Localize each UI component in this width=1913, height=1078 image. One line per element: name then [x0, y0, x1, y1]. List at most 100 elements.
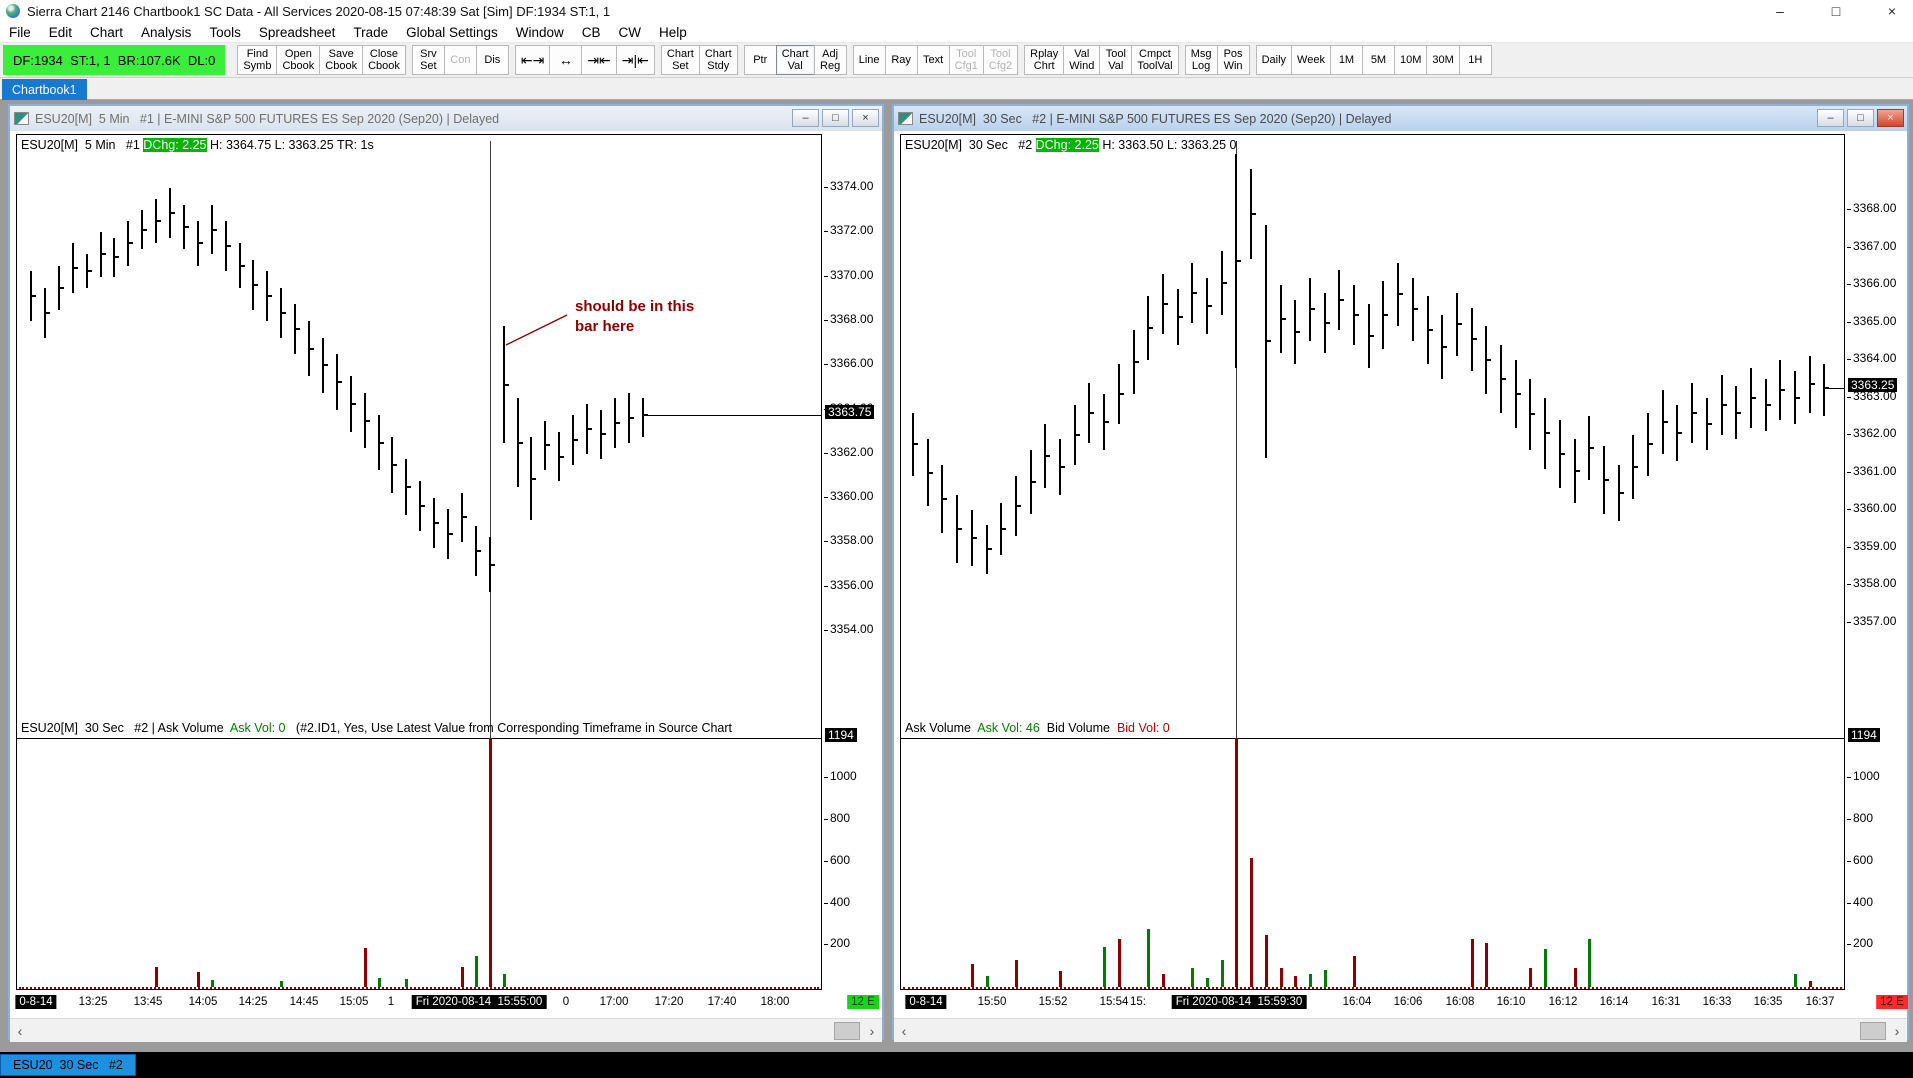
menu-item-edit[interactable]: Edit [48, 24, 73, 40]
toolbar-button-srv-set[interactable]: Srv Set [411, 45, 445, 75]
close-tick [393, 463, 397, 466]
toolbar-button-ray[interactable]: Ray [884, 45, 918, 75]
price-bar [350, 376, 352, 432]
time-axis-label: 18:00 [760, 996, 790, 1008]
menu-item-help[interactable]: Help [659, 24, 687, 40]
close-tick [1678, 432, 1682, 435]
menu-item-global-settings[interactable]: Global Settings [406, 24, 498, 40]
increase-bar-spacing-icon[interactable]: ⇤⇥ [514, 45, 551, 75]
price-bar [391, 437, 393, 493]
toolbar-button-open-cbook[interactable]: Open Cbook [276, 45, 321, 75]
ask-volume-bar [1059, 971, 1062, 987]
toolbar-button-chart-stdy[interactable]: Chart Stdy [698, 45, 738, 75]
toolbar-button-pos-win[interactable]: Pos Win [1216, 45, 1250, 75]
scroll-right-icon[interactable]: › [869, 1023, 875, 1039]
close-tick [324, 364, 328, 367]
price-scale-label: 3356.00 [830, 577, 874, 592]
ask-volume-bar [1118, 939, 1121, 987]
ask-volume-bar [1294, 975, 1297, 987]
close-tick [1326, 321, 1330, 324]
menu-item-window[interactable]: Window [515, 24, 564, 40]
toolbar-button-close-cbook[interactable]: Close Cbook [362, 45, 406, 75]
menu-item-cw[interactable]: CW [618, 24, 642, 40]
price-bar [1059, 438, 1061, 495]
maximize-button[interactable]: □ [822, 109, 849, 127]
menu-item-trade[interactable]: Trade [353, 24, 389, 40]
menu-item-analysis[interactable]: Analysis [141, 24, 192, 40]
price-bar [72, 243, 74, 294]
scale-tick [824, 497, 828, 499]
scroll-left-icon[interactable]: ‹ [901, 1023, 907, 1039]
chart-plot-area[interactable]: ESU20[M] 5 Min #1 DChg: 2.25 H: 3364.75 … [16, 134, 822, 990]
annotation-text[interactable]: should be in this bar here [575, 298, 695, 335]
close-button[interactable]: × [852, 109, 879, 127]
toolbar-button-1h[interactable]: 1H [1458, 45, 1492, 75]
toolbar-button-save-cbook[interactable]: Save Cbook [319, 45, 364, 75]
toolbar-button-msg-log[interactable]: Msg Log [1184, 45, 1218, 75]
toolbar-button-dis[interactable]: Dis [475, 45, 509, 75]
menubar: File Edit Chart Analysis Tools Spreadsheet Tra… [0, 22, 1913, 43]
chart-window-5min[interactable]: ESU20[M] 5 Min #1 | E-MINI S&P 500 FUTUR… [8, 104, 884, 1042]
close-tick [46, 311, 50, 314]
app-maximize-button[interactable]: □ [1831, 3, 1841, 19]
app-minimize-button[interactable]: – [1776, 3, 1784, 19]
toolbar-button-tool-cfg1[interactable]: Tool Cfg1 [948, 45, 984, 75]
toolbar-button-line[interactable]: Line [852, 45, 886, 75]
close-button[interactable]: × [1877, 109, 1904, 127]
price-bar [280, 287, 282, 338]
horizontal-scrollbar[interactable]: ‹ › [894, 1018, 1907, 1042]
reset-bar-spacing-icon[interactable]: ⇥|⇤ [615, 45, 655, 75]
toolbar-button-tool-val[interactable]: Tool Val [1099, 45, 1133, 75]
toolbar-button-ptr[interactable]: Ptr [743, 45, 777, 75]
app-close-button[interactable]: × [1887, 3, 1897, 19]
toolbar-button-cmpct-toolval[interactable]: Cmpct ToolVal [1131, 45, 1179, 75]
volume-scale-label: 800 [1853, 811, 1874, 826]
menu-item-spreadsheet[interactable]: Spreadsheet [258, 24, 336, 40]
scrollbar-thumb[interactable] [1860, 1022, 1886, 1040]
scroll-right-icon[interactable]: › [1894, 1023, 1900, 1039]
time-axis-label: 15:50 [977, 996, 1007, 1008]
minimize-button[interactable]: – [1817, 109, 1844, 127]
toolbar-button-1m[interactable]: 1M [1329, 45, 1363, 75]
chart-plot-area[interactable]: ESU20[M] 30 Sec #2 DChg: 2.25 H: 3363.50… [900, 134, 1845, 990]
price-scale[interactable]: 3368.00 3367.00 3366.00 3365.00 3364.00 3363.… [1847, 134, 1909, 990]
chart-window-30sec[interactable]: ESU20[M] 30 Sec #2 | E-MINI S&P 500 FUTU… [892, 104, 1909, 1042]
menu-item-cb[interactable]: CB [581, 24, 601, 40]
scroll-left-icon[interactable]: ‹ [17, 1023, 23, 1039]
price-bar [1427, 296, 1429, 364]
toolbar-button-tool-cfg2[interactable]: Tool Cfg2 [982, 45, 1019, 75]
menu-item-tools[interactable]: Tools [209, 24, 241, 40]
toolbar-button-text[interactable]: Text [916, 45, 950, 75]
close-tick [1531, 413, 1535, 416]
toolbar-button-find-symb[interactable]: Find Symb [237, 45, 278, 75]
toolbar-button-rplay-chrt[interactable]: Rplay Chrt [1024, 45, 1065, 75]
toolbar-button-5m[interactable]: 5M [1361, 45, 1395, 75]
toolbar-button-30m[interactable]: 30M [1426, 45, 1460, 75]
chartbook-tab[interactable]: Chartbook1 [2, 79, 87, 100]
toolbar-button-adj-reg[interactable]: Adj Reg [813, 45, 847, 75]
scrollbar-thumb[interactable] [834, 1022, 860, 1040]
toolbar-button-10m[interactable]: 10M [1393, 45, 1428, 75]
horizontal-scrollbar[interactable]: ‹ › [10, 1018, 882, 1042]
toolbar-button-con[interactable]: Con [443, 45, 477, 75]
toolbar-button-val-wind[interactable]: Val Wind [1063, 45, 1101, 75]
price-scale[interactable]: 3374.003372.003370.003368.003366.003364.… [824, 134, 884, 990]
close-tick [352, 402, 356, 405]
close-tick [185, 225, 189, 228]
menu-item-chart[interactable]: Chart [90, 24, 124, 40]
close-tick [1120, 392, 1124, 395]
toolbar-button-daily[interactable]: Daily [1255, 45, 1293, 75]
minimize-button[interactable]: – [792, 109, 819, 127]
toolbar-button-week[interactable]: Week [1291, 45, 1331, 75]
chart-tab-30sec[interactable]: ESU20 30 Sec #2 [0, 1054, 136, 1076]
menu-item-file[interactable]: File [9, 24, 31, 40]
compress-bar-spacing-icon[interactable]: ⇥⇤ [581, 45, 617, 75]
decrease-bar-spacing-icon[interactable]: ↔ [549, 45, 583, 75]
toolbar-button-chart-set[interactable]: Chart Set [660, 45, 700, 75]
time-axis-label: 16:06 [1393, 996, 1423, 1008]
window-titlebar[interactable]: ESU20[M] 5 Min #1 | E-MINI S&P 500 FUTUR… [10, 106, 882, 131]
window-titlebar[interactable]: ESU20[M] 30 Sec #2 | E-MINI S&P 500 FUTU… [894, 106, 1907, 131]
toolbar-button-chart-val[interactable]: Chart Val [775, 45, 815, 75]
maximize-button[interactable]: □ [1847, 109, 1874, 127]
